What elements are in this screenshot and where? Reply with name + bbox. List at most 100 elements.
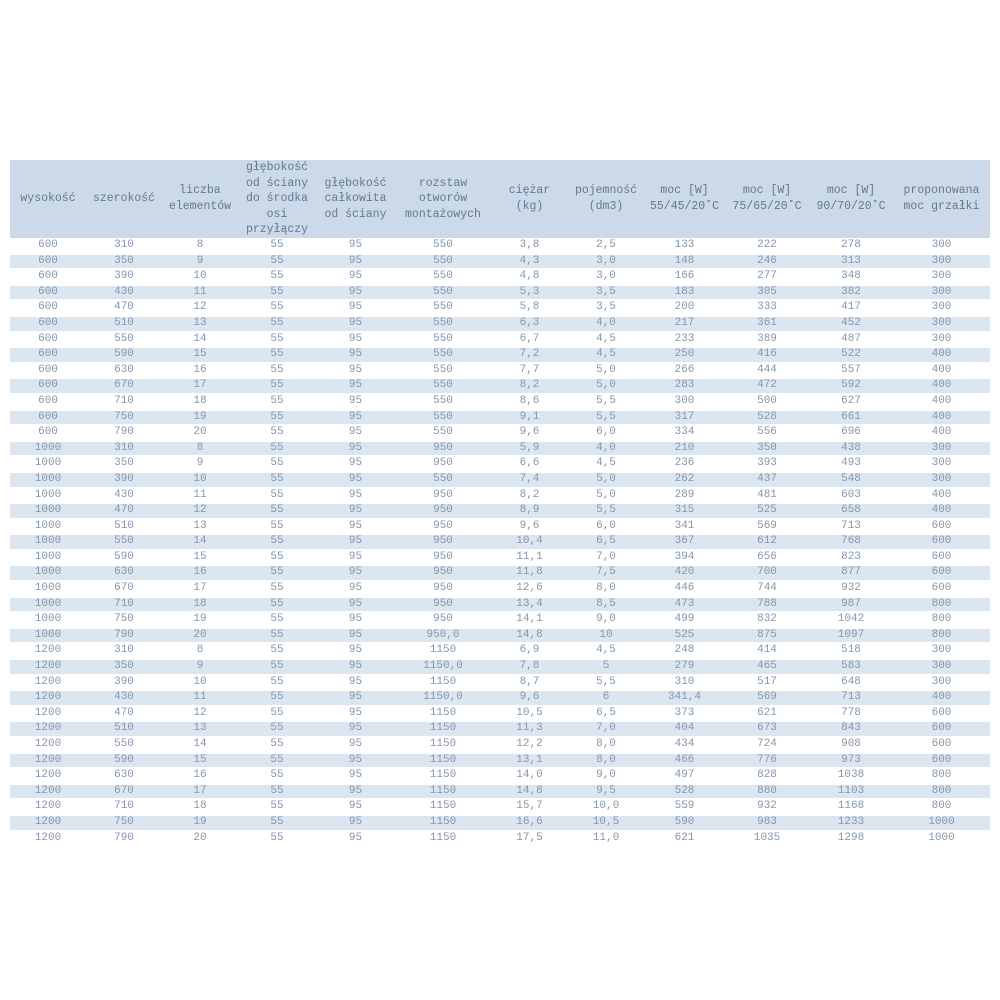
- cell: 1000: [10, 503, 86, 520]
- cell: 14,8: [491, 783, 568, 801]
- cell: 1200: [10, 752, 86, 770]
- cell: 600: [10, 378, 86, 395]
- cell: 17: [162, 581, 238, 598]
- cell: 95: [316, 409, 395, 427]
- cell: 8,0: [568, 752, 644, 770]
- cell: 950: [395, 581, 491, 598]
- cell: 310: [86, 440, 162, 458]
- cell: 1200: [10, 799, 86, 816]
- cell: 4,0: [568, 315, 644, 333]
- cell: 13,1: [491, 752, 568, 770]
- cell: 300: [893, 238, 990, 255]
- cell: 1200: [10, 705, 86, 723]
- cell: 8,0: [568, 737, 644, 754]
- cell: 13: [162, 315, 238, 333]
- cell: 95: [316, 300, 395, 317]
- table-row: 1000 550 14 55 95 950 10,4 6,5 367 612 768 600: [10, 534, 990, 551]
- cell: 14,1: [491, 612, 568, 629]
- cell: 470: [86, 503, 162, 520]
- cell: 603: [809, 487, 893, 505]
- table-row: 1000 670 17 55 95 950 12,6 8,0 446 744 932 600: [10, 581, 990, 598]
- cell: 8: [162, 440, 238, 458]
- cell: 823: [809, 549, 893, 567]
- cell: 1150: [395, 737, 491, 754]
- cell: 55: [238, 503, 316, 520]
- cell: 550: [395, 471, 491, 489]
- cell: 9: [162, 659, 238, 676]
- cell: 528: [725, 409, 809, 427]
- cell: 950: [395, 565, 491, 583]
- cell: 262: [644, 471, 725, 489]
- cell: 95: [316, 612, 395, 629]
- cell: 10,5: [491, 705, 568, 723]
- cell: 55: [238, 315, 316, 333]
- cell: 828: [725, 768, 809, 785]
- cell: 16: [162, 768, 238, 785]
- cell: 341: [644, 518, 725, 536]
- cell: 300: [644, 393, 725, 411]
- cell: 217: [644, 315, 725, 333]
- cell: 248: [644, 643, 725, 661]
- cell: 5,8: [491, 300, 568, 317]
- cell: 55: [238, 581, 316, 598]
- table-row: 1200 390 10 55 95 1150 8,7 5,5 310 517 648 300: [10, 674, 990, 692]
- cell: 289: [644, 487, 725, 505]
- cell: 14,8: [491, 627, 568, 645]
- cell: 15: [162, 549, 238, 567]
- cell: 1200: [10, 768, 86, 785]
- cell: 621: [725, 705, 809, 723]
- cell: 300: [893, 300, 990, 317]
- cell: 1200: [10, 690, 86, 707]
- cell: 55: [238, 627, 316, 645]
- cell: 1097: [809, 627, 893, 645]
- cell: 550: [395, 378, 491, 395]
- cell: 19: [162, 409, 238, 427]
- header-cell-9: moc [W] 75/65/20˚C: [725, 160, 809, 238]
- cell: 500: [725, 393, 809, 411]
- cell: 400: [893, 362, 990, 380]
- cell: 1150: [395, 830, 491, 848]
- cell: 452: [809, 315, 893, 333]
- cell: 300: [893, 674, 990, 692]
- cell: 4,5: [568, 331, 644, 349]
- cell: 233: [644, 331, 725, 349]
- cell: 300: [893, 440, 990, 458]
- cell: 4,0: [568, 440, 644, 458]
- cell: 466: [644, 752, 725, 770]
- cell: 7,2: [491, 347, 568, 364]
- cell: 133: [644, 238, 725, 255]
- cell: 10,0: [568, 799, 644, 816]
- cell: 470: [86, 300, 162, 317]
- table-row: 1200 750 19 55 95 1150 16,6 10,5 590 983 1233 1000: [10, 814, 990, 832]
- cell: 1150,0: [395, 690, 491, 707]
- cell: 55: [238, 690, 316, 707]
- cell: 1042: [809, 612, 893, 629]
- cell: 950: [395, 487, 491, 505]
- cell: 470: [86, 705, 162, 723]
- cell: 19: [162, 814, 238, 832]
- cell: 16: [162, 565, 238, 583]
- cell: 744: [725, 581, 809, 598]
- cell: 166: [644, 269, 725, 286]
- cell: 590: [86, 347, 162, 364]
- cell: 55: [238, 393, 316, 411]
- cell: 95: [316, 737, 395, 754]
- cell: 430: [86, 487, 162, 505]
- cell: 550: [395, 269, 491, 286]
- cell: 5,0: [568, 471, 644, 489]
- table-row: 600 750 19 55 95 550 9,1 5,5 317 528 661 400: [10, 409, 990, 427]
- cell: 95: [316, 814, 395, 832]
- table-row: 1200 630 16 55 95 1150 14,0 9,0 497 828 1038 800: [10, 768, 990, 785]
- cell: 3,0: [568, 253, 644, 271]
- cell: 95: [316, 752, 395, 770]
- cell: 670: [86, 783, 162, 801]
- cell: 6: [568, 690, 644, 707]
- cell: 434: [644, 737, 725, 754]
- cell: 550: [395, 238, 491, 255]
- cell: 400: [893, 487, 990, 505]
- cell: 210: [644, 440, 725, 458]
- cell: 1000: [10, 612, 86, 629]
- cell: 95: [316, 830, 395, 848]
- cell: 55: [238, 659, 316, 676]
- header-cell-11: proponowana moc grzałki: [893, 160, 990, 238]
